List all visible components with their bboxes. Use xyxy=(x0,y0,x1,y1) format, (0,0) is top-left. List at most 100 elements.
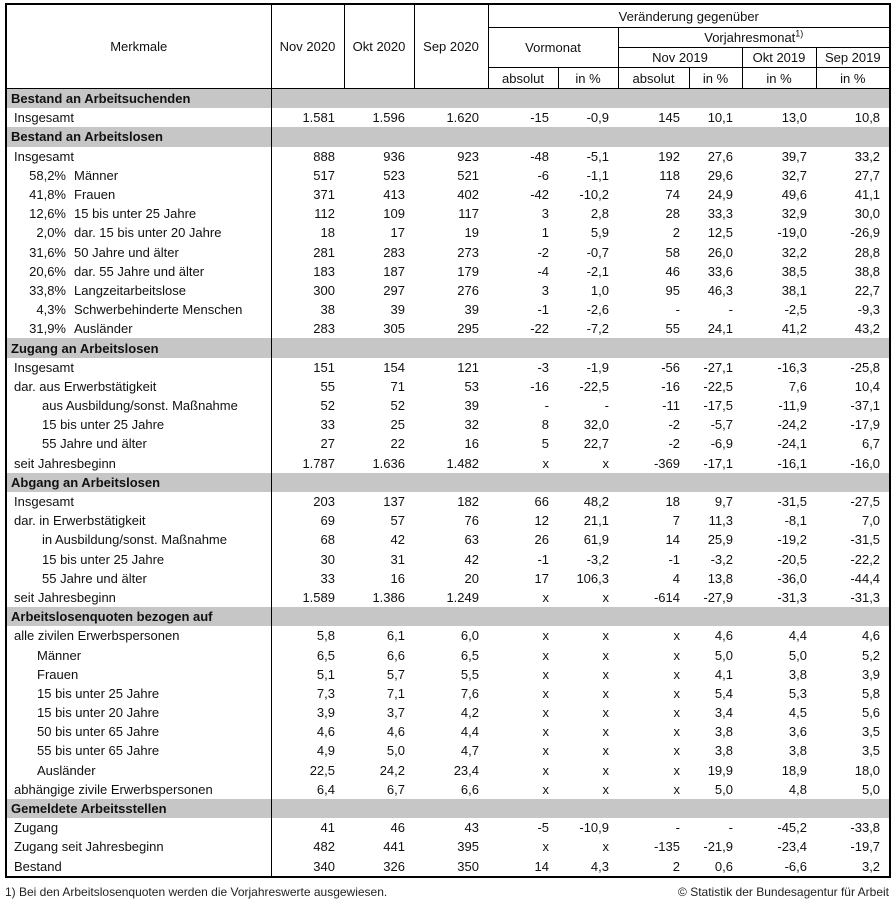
value-cell: -19,0 xyxy=(777,225,807,241)
value-cell: 3,9 xyxy=(861,666,881,682)
value-cell: 63 xyxy=(464,532,479,548)
value-cell: -22,5 xyxy=(579,378,609,394)
row-label: seit Jahresbeginn xyxy=(14,455,116,471)
value-cell: - xyxy=(728,302,733,318)
row-label-cell: Insgesamt xyxy=(6,108,272,128)
value-cell: 1,0 xyxy=(590,282,609,298)
row-label: seit Jahresbeginn xyxy=(14,589,116,605)
value-cell: 10,8 xyxy=(854,110,881,126)
table-row: Insgesamt 151 154 121 -3 -1,9 -56 -27,1 -16,3 -25… xyxy=(6,357,890,377)
row-label: 55 bis unter 65 Jahre xyxy=(37,743,160,759)
value-cell: 3 xyxy=(541,206,549,222)
value-cell: -17,1 xyxy=(703,455,733,471)
value-cell: 3,8 xyxy=(788,666,807,682)
value-cell: -10,2 xyxy=(579,187,609,203)
row-label: Schwerbehinderte Menschen xyxy=(74,302,243,318)
value-cell: 1 xyxy=(541,225,549,241)
section-title: Abgang an Arbeitslosen xyxy=(6,472,272,492)
value-cell: 203 xyxy=(313,494,335,510)
value-cell: 395 xyxy=(457,839,479,855)
value-cell: -16,1 xyxy=(777,455,807,471)
value-cell: x xyxy=(602,724,610,740)
value-cell: 32,7 xyxy=(781,167,807,183)
value-cell: -9,3 xyxy=(857,302,881,318)
value-cell: 27,6 xyxy=(707,148,733,164)
value-cell: 6,7 xyxy=(861,436,881,452)
row-label: dar. 15 bis unter 20 Jahre xyxy=(74,225,222,241)
value-cell: -1 xyxy=(537,302,549,318)
value-cell: -33,8 xyxy=(850,820,881,836)
value-cell: 68 xyxy=(320,532,335,548)
row-label-cell: aus Ausbildung/sonst. Maßnahme xyxy=(6,396,272,416)
row-label-cell: Männer xyxy=(6,645,272,665)
table-row: abhängige zivile Erwerbspersonen 6,4 6,7 6,… xyxy=(6,779,890,799)
labor-market-statistics-page: Merkmale Nov 2020 Okt 2020 Sep 2020 Verä… xyxy=(5,3,892,899)
row-label-cell: 2,0% dar. 15 bis unter 20 Jahre xyxy=(6,223,272,243)
header-row-1: Merkmale Nov 2020 Okt 2020 Sep 2020 Verä… xyxy=(5,3,891,89)
value-cell: -19,2 xyxy=(777,532,807,548)
row-label: Männer xyxy=(74,167,119,183)
col-header-sep2019-percent: in % xyxy=(815,67,891,89)
value-cell: 1.589 xyxy=(302,589,335,605)
section-header-fill xyxy=(271,88,891,109)
value-cell: 154 xyxy=(383,359,405,375)
value-cell: -31,5 xyxy=(777,494,807,510)
table-row: seit Jahresbeginn 1.787 1.636 1.482 x x -369 -1… xyxy=(6,453,890,473)
row-label-cell: 58,2% Männer xyxy=(6,165,272,185)
value-cell: 2,8 xyxy=(590,206,609,222)
value-cell: x xyxy=(602,781,610,797)
table-header: Merkmale Nov 2020 Okt 2020 Sep 2020 Verä… xyxy=(5,3,891,89)
table-row: Insgesamt 888 936 923 -48 -5,1 192 27,6 39,7 33,2 xyxy=(6,146,890,166)
value-cell: 41 xyxy=(320,820,335,836)
value-cell: 5,0 xyxy=(861,781,881,797)
value-cell: 49,6 xyxy=(781,187,807,203)
value-cell: 12,5 xyxy=(707,225,733,241)
value-cell: -2,6 xyxy=(586,302,609,318)
value-cell: 33 xyxy=(320,417,335,433)
table-row: Männer 6,5 6,6 6,5 x x x 5,0 5,0 5,2 xyxy=(6,645,890,665)
value-cell: x xyxy=(602,685,610,701)
row-label: Insgesamt xyxy=(14,110,74,126)
value-cell: 7,3 xyxy=(316,685,335,701)
value-cell: 5,9 xyxy=(590,225,609,241)
col-header-vormonat: Vormonat xyxy=(487,27,619,68)
value-cell: -22 xyxy=(530,321,549,337)
value-cell: -36,0 xyxy=(777,570,807,586)
value-cell: 300 xyxy=(313,282,335,298)
share-percent: 12,6% xyxy=(29,206,66,222)
value-cell: 14 xyxy=(665,532,680,548)
col-header-change: Veränderung gegenüber xyxy=(487,3,891,28)
value-cell: 5,1 xyxy=(316,666,335,682)
value-cell: 4,6 xyxy=(316,724,335,740)
value-cell: 145 xyxy=(658,110,680,126)
col-header-nov2019-percent: in % xyxy=(688,67,743,89)
value-cell: x xyxy=(602,647,610,663)
row-label-cell: Insgesamt xyxy=(6,146,272,166)
value-cell: 402 xyxy=(457,187,479,203)
value-cell: -31,5 xyxy=(850,532,881,548)
value-cell: -11,9 xyxy=(778,398,807,414)
value-cell: 95 xyxy=(665,282,680,298)
table-row: 15 bis unter 25 Jahre 33 25 32 8 32,0 -2 -5,7 -2… xyxy=(6,415,890,435)
value-cell: x xyxy=(602,666,610,682)
value-cell: 32,2 xyxy=(781,244,807,260)
value-cell: x xyxy=(542,743,550,759)
value-cell: 1.596 xyxy=(372,110,405,126)
value-cell: 4,6 xyxy=(714,628,733,644)
value-cell: 295 xyxy=(457,321,479,337)
table-row: 50 bis unter 65 Jahre 4,6 4,6 4,4 x x x 3,8 3,6 3… xyxy=(6,722,890,742)
row-label: Männer xyxy=(37,647,82,663)
value-cell: 52 xyxy=(320,398,335,414)
row-label: dar. aus Erwerbstätigkeit xyxy=(14,378,157,394)
value-cell: 33,6 xyxy=(707,263,733,279)
value-cell: 482 xyxy=(313,839,335,855)
value-cell: 5,7 xyxy=(386,666,405,682)
value-cell: 25 xyxy=(390,417,405,433)
value-cell: 6,7 xyxy=(386,781,405,797)
value-cell: -2,1 xyxy=(586,263,609,279)
value-cell: -1,9 xyxy=(586,359,609,375)
value-cell: 3,8 xyxy=(714,724,733,740)
value-cell: 2 xyxy=(672,858,680,874)
value-cell: -5,1 xyxy=(586,148,609,164)
row-label: Langzeitarbeitslose xyxy=(74,282,187,298)
